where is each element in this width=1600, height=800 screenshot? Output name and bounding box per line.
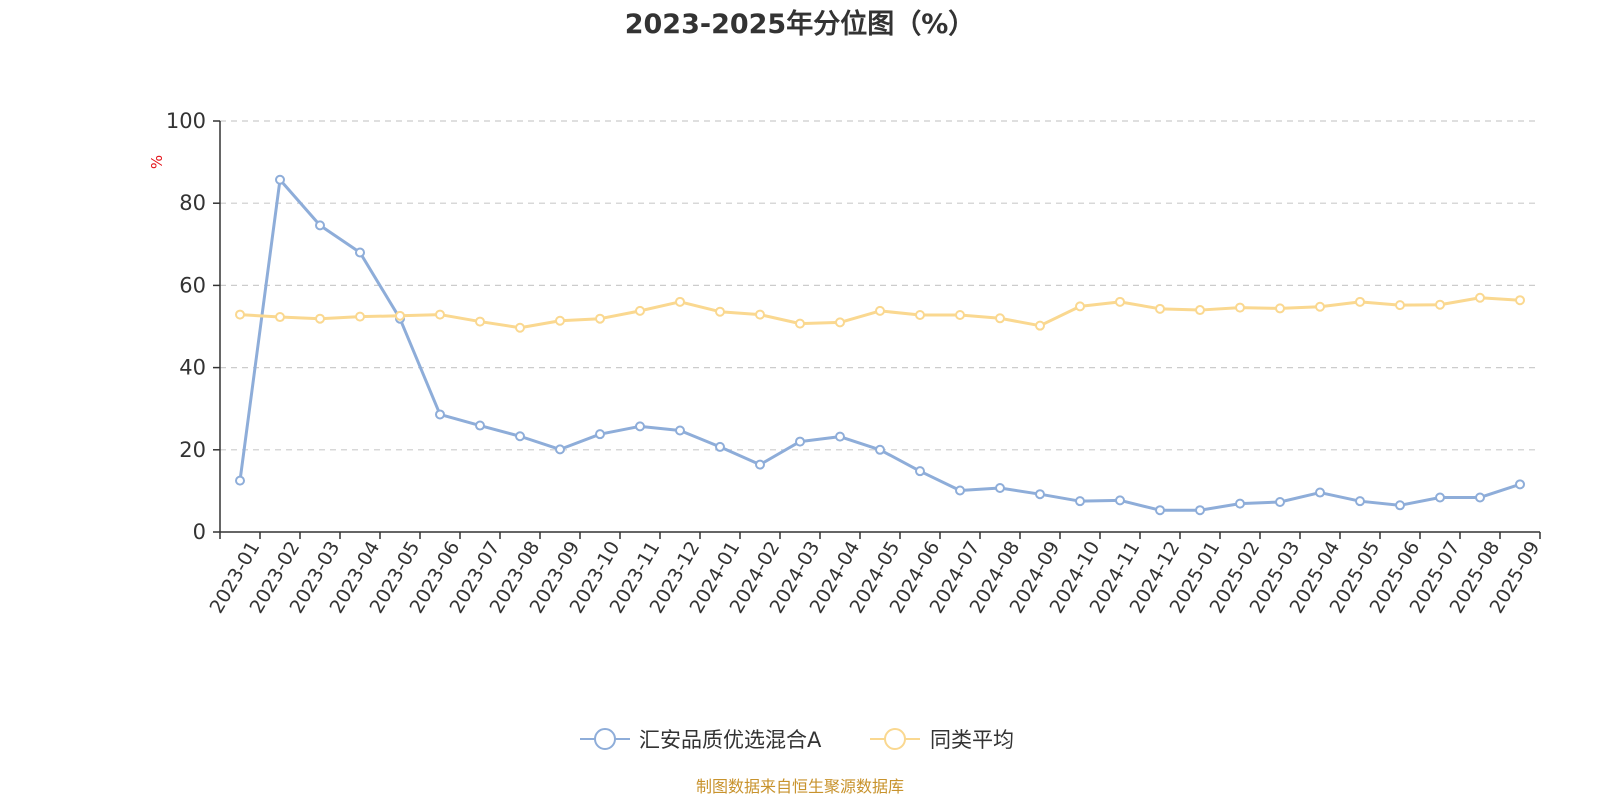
data-point-0-2023-02[interactable] (275, 174, 285, 185)
y-axis-unit-label: % (148, 155, 166, 169)
data-point-1-2023-11[interactable] (635, 305, 645, 316)
data-point-1-2023-03[interactable] (315, 313, 325, 324)
data-point-0-2023-06[interactable] (435, 409, 445, 420)
data-point-0-2024-07[interactable] (955, 485, 965, 496)
y-tick-label-20: 20 (179, 438, 206, 462)
data-point-1-2023-09[interactable] (555, 315, 565, 326)
data-point-1-2024-01[interactable] (715, 306, 725, 317)
data-point-0-2023-12[interactable] (675, 425, 685, 436)
data-point-1-2023-04[interactable] (355, 311, 365, 322)
data-point-1-2025-08[interactable] (1475, 292, 1485, 303)
y-tick-label-80: 80 (179, 191, 206, 215)
data-point-0-2023-03[interactable] (315, 220, 325, 231)
data-point-1-2025-04[interactable] (1315, 301, 1325, 312)
series-line-0 (238, 178, 1522, 512)
data-point-1-2024-10[interactable] (1075, 301, 1085, 312)
data-point-1-2023-10[interactable] (595, 313, 605, 324)
data-point-1-2025-09[interactable] (1515, 295, 1525, 306)
data-point-1-2024-02[interactable] (755, 309, 765, 320)
data-point-0-2025-03[interactable] (1275, 496, 1285, 507)
data-point-0-2024-03[interactable] (795, 436, 805, 447)
data-point-0-2025-01[interactable] (1195, 505, 1205, 516)
legend-label-fund: 汇安品质优选混合A (639, 728, 822, 752)
chart-title: 2023-2025年分位图（%） (625, 8, 976, 40)
grid-lines (220, 120, 1540, 451)
legend-marker-average (884, 728, 906, 750)
data-point-0-2024-12[interactable] (1155, 505, 1165, 516)
data-point-0-2024-11[interactable] (1115, 495, 1125, 506)
data-point-0-2024-06[interactable] (915, 466, 925, 477)
y-tick-label-0: 0 (193, 520, 206, 544)
data-point-1-2025-01[interactable] (1195, 305, 1205, 316)
legend-label-average: 同类平均 (930, 728, 1014, 752)
series-0 (235, 174, 1525, 516)
data-point-1-2025-05[interactable] (1355, 296, 1365, 307)
data-point-1-2024-09[interactable] (1035, 320, 1045, 331)
y-tick-labels: 0 20 40 60 80 100 (166, 109, 206, 544)
data-point-1-2024-04[interactable] (835, 317, 845, 328)
data-source-note: 制图数据来自恒生聚源数据库 (696, 777, 904, 796)
data-point-0-2025-05[interactable] (1355, 496, 1365, 507)
data-point-1-2024-08[interactable] (995, 313, 1005, 324)
data-point-1-2024-07[interactable] (955, 309, 965, 320)
data-point-1-2023-01[interactable] (235, 309, 245, 320)
legend-item-fund[interactable]: 汇安品质优选混合A (580, 728, 822, 752)
data-point-0-2025-08[interactable] (1475, 492, 1485, 503)
data-point-0-2025-04[interactable] (1315, 487, 1325, 498)
series-1 (235, 292, 1525, 333)
data-point-0-2023-10[interactable] (595, 429, 605, 440)
data-point-1-2023-08[interactable] (515, 322, 525, 333)
data-point-0-2025-09[interactable] (1515, 479, 1525, 490)
data-point-1-2023-12[interactable] (675, 296, 685, 307)
x-tick-labels: 2023-012023-022023-032023-042023-052023-… (206, 538, 1545, 618)
data-point-1-2024-05[interactable] (875, 305, 885, 316)
axes (213, 120, 1541, 539)
legend-marker-fund (594, 728, 616, 750)
data-point-1-2024-03[interactable] (795, 318, 805, 329)
data-point-1-2023-07[interactable] (475, 316, 485, 327)
data-point-0-2025-06[interactable] (1395, 500, 1405, 511)
data-point-1-2023-05[interactable] (395, 310, 405, 321)
data-point-0-2023-01[interactable] (235, 475, 245, 486)
data-point-0-2024-04[interactable] (835, 431, 845, 442)
data-point-1-2023-02[interactable] (275, 312, 285, 323)
legend: 汇安品质优选混合A 同类平均 (580, 728, 1014, 752)
data-point-1-2025-06[interactable] (1395, 300, 1405, 311)
y-tick-label-40: 40 (179, 356, 206, 380)
data-point-0-2023-09[interactable] (555, 444, 565, 455)
data-point-0-2023-04[interactable] (355, 247, 365, 258)
legend-item-average[interactable]: 同类平均 (870, 728, 1014, 752)
data-point-0-2024-02[interactable] (755, 459, 765, 470)
data-point-1-2025-03[interactable] (1275, 303, 1285, 314)
data-point-1-2024-06[interactable] (915, 309, 925, 320)
data-point-0-2024-01[interactable] (715, 441, 725, 452)
data-point-0-2025-07[interactable] (1435, 492, 1445, 503)
data-point-0-2023-11[interactable] (635, 421, 645, 432)
data-point-0-2024-08[interactable] (995, 483, 1005, 494)
data-point-0-2023-07[interactable] (475, 420, 485, 431)
data-point-1-2024-11[interactable] (1115, 296, 1125, 307)
series-lines (235, 174, 1525, 516)
data-point-0-2024-10[interactable] (1075, 496, 1085, 507)
data-point-1-2025-07[interactable] (1435, 299, 1445, 310)
data-point-0-2023-08[interactable] (515, 431, 525, 442)
y-tick-label-60: 60 (179, 273, 206, 297)
data-point-1-2025-02[interactable] (1235, 302, 1245, 313)
data-point-1-2023-06[interactable] (435, 309, 445, 320)
data-point-0-2024-05[interactable] (875, 444, 885, 455)
data-point-0-2025-02[interactable] (1235, 498, 1245, 509)
y-tick-label-100: 100 (166, 109, 206, 133)
data-point-0-2024-09[interactable] (1035, 489, 1045, 500)
data-point-1-2024-12[interactable] (1155, 303, 1165, 314)
